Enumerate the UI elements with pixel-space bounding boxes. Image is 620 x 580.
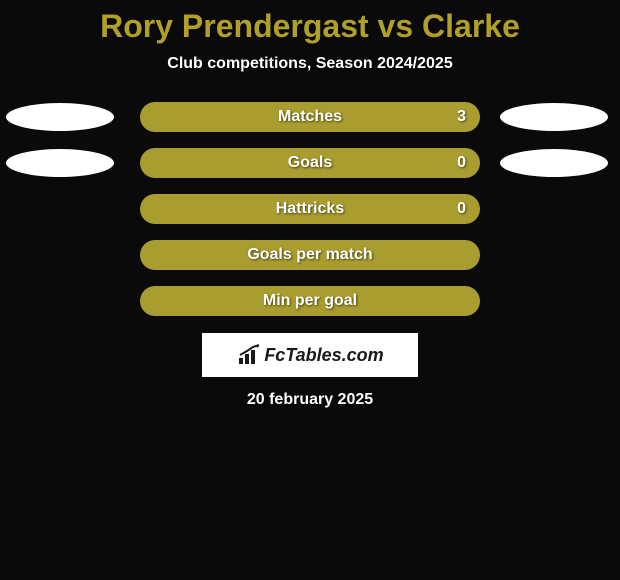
stat-row: Goals per match bbox=[0, 237, 620, 273]
logo-box: FcTables.com bbox=[202, 333, 418, 377]
stat-label: Matches bbox=[278, 108, 342, 126]
stat-value: 0 bbox=[457, 200, 466, 218]
stat-row: Hattricks 0 bbox=[0, 191, 620, 227]
stat-row: Min per goal bbox=[0, 283, 620, 319]
stat-label: Hattricks bbox=[276, 200, 344, 218]
right-ellipse bbox=[500, 103, 608, 131]
date-label: 20 february 2025 bbox=[0, 391, 620, 409]
stat-bar: Min per goal bbox=[140, 286, 480, 316]
stat-bar: Hattricks 0 bbox=[140, 194, 480, 224]
comparison-container: Rory Prendergast vs Clarke Club competit… bbox=[0, 0, 620, 409]
stat-label: Min per goal bbox=[263, 292, 357, 310]
stat-value: 3 bbox=[457, 108, 466, 126]
chart-icon bbox=[236, 344, 262, 366]
stat-bar: Matches 3 bbox=[140, 102, 480, 132]
left-ellipse bbox=[6, 149, 114, 177]
stat-value: 0 bbox=[457, 154, 466, 172]
stat-label: Goals bbox=[288, 154, 332, 172]
stat-row: Matches 3 bbox=[0, 99, 620, 135]
stats-rows: Matches 3 Goals 0 Hattricks 0 Goals per match M… bbox=[0, 99, 620, 319]
subtitle: Club competitions, Season 2024/2025 bbox=[0, 55, 620, 73]
left-ellipse bbox=[6, 103, 114, 131]
stat-bar: Goals 0 bbox=[140, 148, 480, 178]
right-ellipse bbox=[500, 149, 608, 177]
stat-label: Goals per match bbox=[247, 246, 372, 264]
logo-text: FcTables.com bbox=[264, 345, 383, 366]
stat-row: Goals 0 bbox=[0, 145, 620, 181]
page-title: Rory Prendergast vs Clarke bbox=[0, 8, 620, 45]
stat-bar: Goals per match bbox=[140, 240, 480, 270]
